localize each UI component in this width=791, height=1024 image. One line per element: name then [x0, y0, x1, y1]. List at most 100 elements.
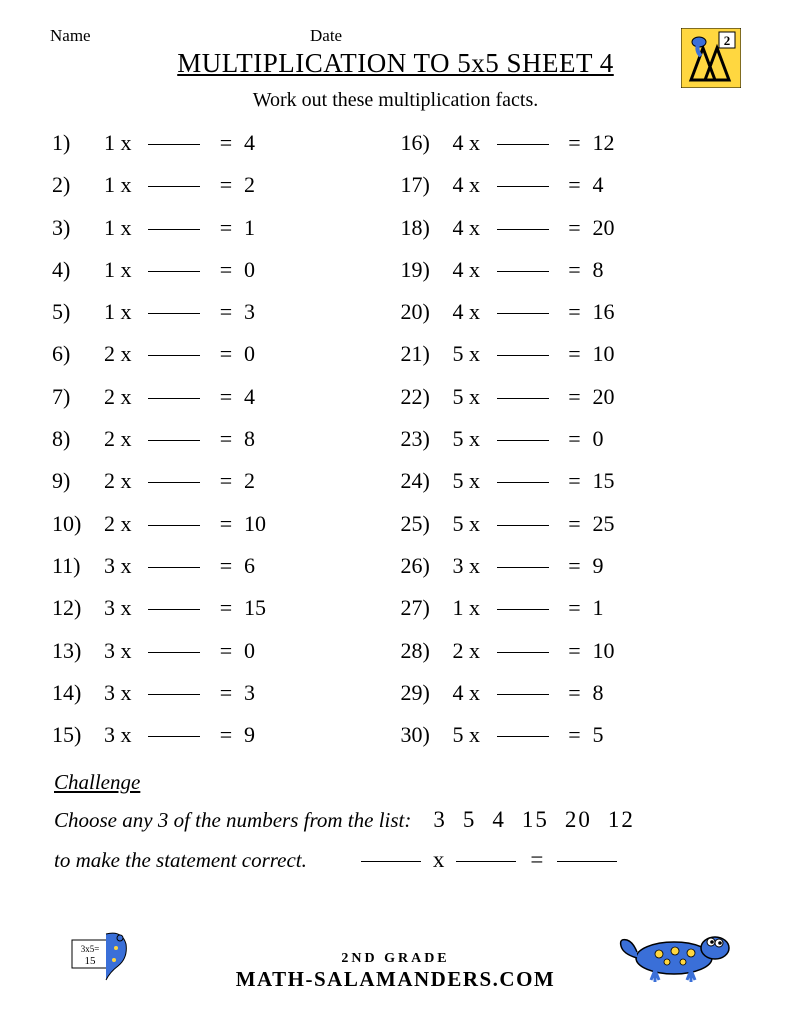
- challenge-blank-1[interactable]: [361, 860, 421, 862]
- problem-factor: 2 x: [104, 468, 144, 494]
- problem-result: 8: [593, 680, 629, 706]
- answer-blank[interactable]: [497, 143, 549, 145]
- problem-row: 1)1 x=4: [52, 130, 391, 156]
- problem-number: 9): [52, 468, 104, 494]
- answer-blank[interactable]: [497, 397, 549, 399]
- answer-blank[interactable]: [148, 185, 200, 187]
- answer-blank[interactable]: [497, 270, 549, 272]
- answer-blank[interactable]: [497, 439, 549, 441]
- equals-sign: =: [567, 215, 583, 241]
- name-label: Name: [50, 26, 310, 46]
- problem-factor: 1 x: [104, 299, 144, 325]
- problem-row: 6)2 x=0: [52, 341, 391, 367]
- problem-result: 0: [593, 426, 629, 452]
- problem-factor: 3 x: [104, 638, 144, 664]
- problem-row: 25)5 x=25: [401, 511, 740, 537]
- equals-sign: =: [567, 595, 583, 621]
- problem-factor: 1 x: [104, 215, 144, 241]
- challenge-line2-text: to make the statement correct.: [54, 848, 307, 873]
- problem-factor: 1 x: [104, 130, 144, 156]
- problem-row: 21)5 x=10: [401, 341, 740, 367]
- problem-result: 15: [593, 468, 629, 494]
- answer-blank[interactable]: [497, 228, 549, 230]
- problem-factor: 3 x: [104, 680, 144, 706]
- problem-number: 20): [401, 299, 453, 325]
- problems-column-right: 16)4 x=1217)4 x=418)4 x=2019)4 x=820)4 x…: [401, 130, 740, 764]
- equals-sign: =: [218, 595, 234, 621]
- equals-sign: =: [218, 638, 234, 664]
- answer-blank[interactable]: [148, 270, 200, 272]
- problem-result: 3: [244, 299, 280, 325]
- answer-blank[interactable]: [497, 185, 549, 187]
- equals-sign: =: [218, 130, 234, 156]
- answer-blank[interactable]: [148, 312, 200, 314]
- answer-blank[interactable]: [497, 481, 549, 483]
- problem-row: 27)1 x=1: [401, 595, 740, 621]
- header-row: Name Date: [50, 26, 741, 46]
- answer-blank[interactable]: [497, 566, 549, 568]
- answer-blank[interactable]: [148, 439, 200, 441]
- answer-blank[interactable]: [148, 651, 200, 653]
- answer-blank[interactable]: [497, 312, 549, 314]
- equals-sign: =: [567, 299, 583, 325]
- challenge-blank-3[interactable]: [557, 860, 617, 862]
- answer-blank[interactable]: [148, 608, 200, 610]
- problem-result: 1: [593, 595, 629, 621]
- answer-blank[interactable]: [497, 524, 549, 526]
- page-title: MULTIPLICATION TO 5x5 SHEET 4: [50, 48, 741, 79]
- equals-sign: =: [567, 680, 583, 706]
- problem-row: 10)2 x=10: [52, 511, 391, 537]
- answer-blank[interactable]: [148, 693, 200, 695]
- problem-result: 2: [244, 172, 280, 198]
- problem-result: 12: [593, 130, 629, 156]
- problem-number: 30): [401, 722, 453, 748]
- problem-row: 13)3 x=0: [52, 638, 391, 664]
- equals-sign: =: [218, 215, 234, 241]
- answer-blank[interactable]: [148, 524, 200, 526]
- worksheet-page: Name Date 2 MULTIPLICATION TO 5x5 SHEET …: [20, 18, 771, 1006]
- answer-blank[interactable]: [148, 354, 200, 356]
- challenge-line-1: Choose any 3 of the numbers from the lis…: [54, 807, 737, 833]
- problem-result: 5: [593, 722, 629, 748]
- problem-result: 4: [244, 130, 280, 156]
- answer-blank[interactable]: [148, 481, 200, 483]
- challenge-line1-text: Choose any 3 of the numbers from the lis…: [54, 808, 411, 833]
- problem-number: 7): [52, 384, 104, 410]
- problem-row: 16)4 x=12: [401, 130, 740, 156]
- problem-factor: 5 x: [453, 722, 493, 748]
- problem-factor: 1 x: [453, 595, 493, 621]
- problem-number: 6): [52, 341, 104, 367]
- problem-factor: 3 x: [104, 722, 144, 748]
- answer-blank[interactable]: [497, 735, 549, 737]
- answer-blank[interactable]: [148, 566, 200, 568]
- challenge-line-2: to make the statement correct. x =: [54, 847, 737, 873]
- problem-number: 3): [52, 215, 104, 241]
- problem-row: 8)2 x=8: [52, 426, 391, 452]
- answer-blank[interactable]: [148, 228, 200, 230]
- problem-number: 26): [401, 553, 453, 579]
- problem-row: 12)3 x=15: [52, 595, 391, 621]
- problem-number: 11): [52, 553, 104, 579]
- problem-factor: 4 x: [453, 215, 493, 241]
- problem-factor: 4 x: [453, 130, 493, 156]
- problem-factor: 4 x: [453, 257, 493, 283]
- answer-blank[interactable]: [497, 608, 549, 610]
- problem-result: 3: [244, 680, 280, 706]
- problem-result: 10: [244, 511, 280, 537]
- problem-row: 5)1 x=3: [52, 299, 391, 325]
- problem-result: 10: [593, 341, 629, 367]
- answer-blank[interactable]: [497, 693, 549, 695]
- answer-blank[interactable]: [148, 735, 200, 737]
- grade-logo: 2: [681, 28, 741, 88]
- challenge-number: 5: [463, 807, 477, 832]
- answer-blank[interactable]: [148, 397, 200, 399]
- problem-factor: 3 x: [104, 595, 144, 621]
- problem-row: 7)2 x=4: [52, 384, 391, 410]
- problem-number: 18): [401, 215, 453, 241]
- answer-blank[interactable]: [497, 354, 549, 356]
- problem-result: 16: [593, 299, 629, 325]
- answer-blank[interactable]: [148, 143, 200, 145]
- answer-blank[interactable]: [497, 651, 549, 653]
- challenge-blank-2[interactable]: [456, 860, 516, 862]
- challenge-x: x: [433, 847, 445, 873]
